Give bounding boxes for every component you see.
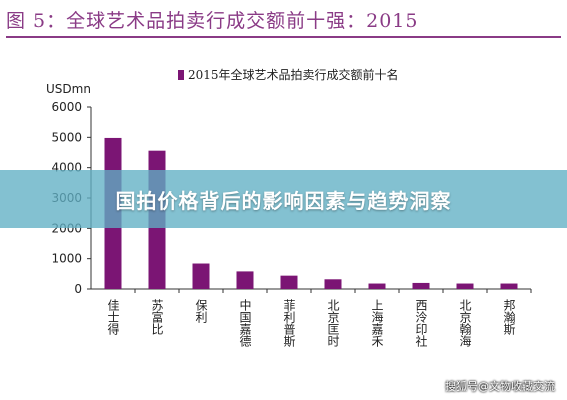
legend-label: 2015年全球艺术品拍卖行成交额前十名 — [188, 68, 399, 82]
x-tick-label: 苏富比 — [150, 299, 164, 336]
x-tick-label: 西泠印社 — [414, 299, 428, 347]
x-tick-label: 菲利普斯 — [282, 299, 296, 348]
bar — [236, 271, 254, 289]
bar — [280, 275, 298, 289]
banner-headline: 国拍价格背后的影响因素与趋势洞察 — [115, 189, 452, 213]
bar — [456, 283, 474, 289]
bar — [412, 282, 430, 289]
y-axis-unit-label: USDmn — [46, 82, 91, 96]
x-tick-label: 上海嘉禾 — [370, 299, 384, 347]
legend-swatch — [178, 70, 184, 80]
overlay-banner — [0, 170, 567, 228]
bar — [500, 283, 518, 289]
y-tick-label: 1000 — [51, 252, 82, 266]
y-tick-label: 6000 — [51, 100, 82, 114]
page-title: 图 5：全球艺术品拍卖行成交额前十强：2015 — [6, 10, 419, 32]
y-tick-label: 5000 — [51, 130, 82, 144]
y-tick-label: 0 — [74, 282, 82, 296]
bar — [324, 279, 342, 289]
x-tick-label: 邦瀚斯 — [502, 299, 516, 336]
x-tick-label: 中国嘉德 — [238, 298, 252, 347]
x-tick-label: 佳士得 — [106, 299, 120, 335]
bar — [368, 283, 386, 289]
title-divider — [6, 36, 561, 38]
bar — [192, 263, 210, 289]
chart-legend: 2015年全球艺术品拍卖行成交额前十名 — [178, 66, 399, 83]
watermark: 搜狐号@文物收藏交流 — [445, 380, 555, 393]
x-tick-label: 北京翰海 — [458, 299, 472, 347]
x-tick-label: 保利 — [194, 299, 208, 323]
x-tick-label: 北京匡时 — [326, 299, 340, 347]
